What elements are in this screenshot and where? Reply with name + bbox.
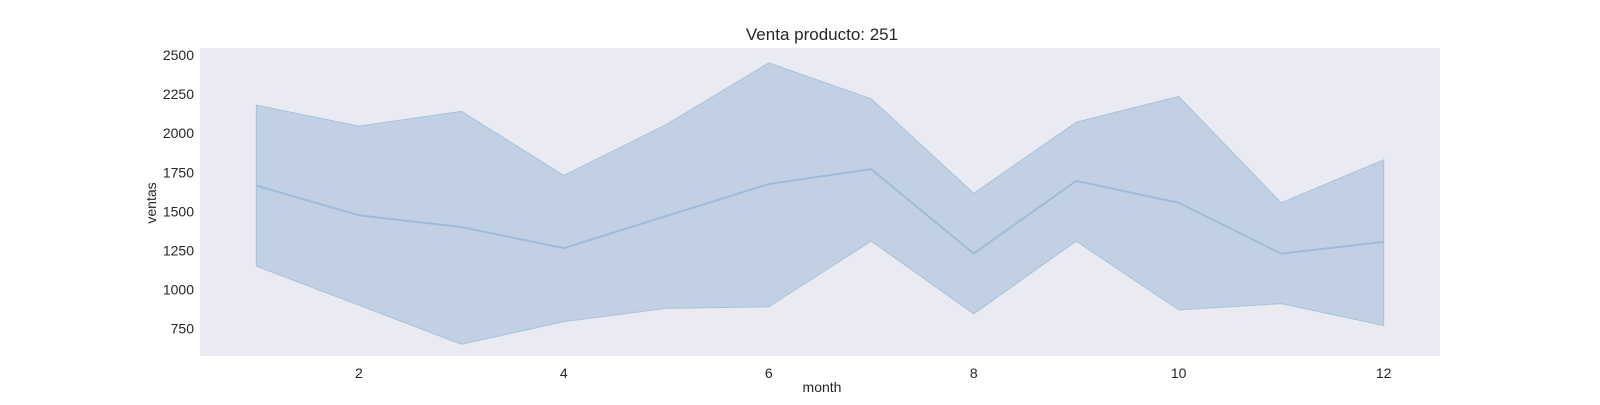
x-tick-label: 10 <box>1171 365 1187 381</box>
y-tick-label: 1750 <box>163 164 194 180</box>
y-tick-label: 2000 <box>163 125 194 141</box>
y-tick-label: 2250 <box>163 86 194 102</box>
x-axis-title: month <box>803 379 842 395</box>
x-tick-label: 2 <box>355 365 363 381</box>
x-tick-label: 6 <box>765 365 773 381</box>
chart-title: Venta producto: 251 <box>746 25 898 44</box>
confidence-band <box>255 62 1385 345</box>
y-axis-title: ventas <box>143 182 159 223</box>
x-tick-label: 8 <box>970 365 978 381</box>
x-axis-ticks: 2 4 6 8 10 12 <box>355 365 1392 381</box>
y-tick-label: 2500 <box>163 47 194 63</box>
y-axis-ticks: 750 1000 1250 1500 1750 2000 2250 2500 <box>163 47 194 337</box>
y-tick-label: 1500 <box>163 203 194 219</box>
x-tick-label: 12 <box>1376 365 1392 381</box>
series-line <box>256 168 1384 255</box>
x-tick-label: 4 <box>560 365 568 381</box>
y-tick-label: 750 <box>171 321 195 337</box>
series-line-layer <box>256 168 1384 255</box>
y-tick-label: 1000 <box>163 282 194 298</box>
confidence-band-layer <box>255 62 1385 345</box>
y-tick-label: 1250 <box>163 242 194 258</box>
